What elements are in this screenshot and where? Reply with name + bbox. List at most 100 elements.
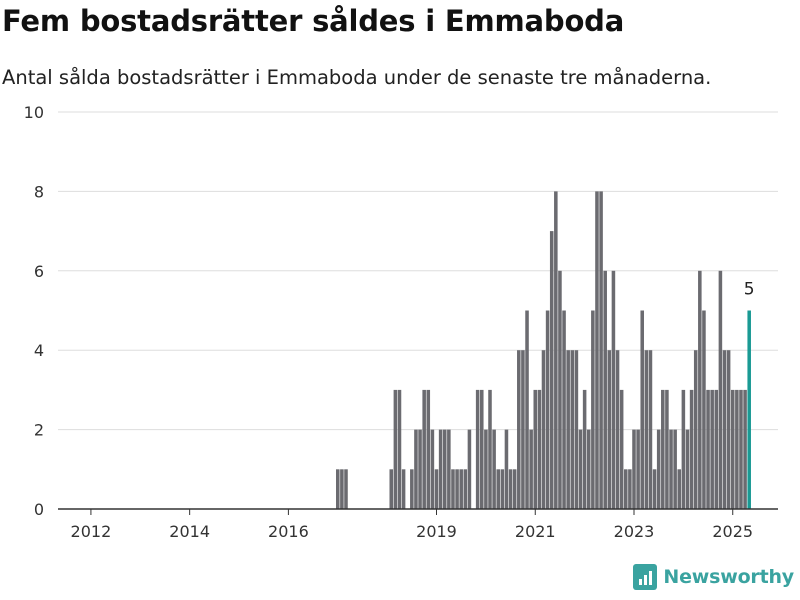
- bar: [500, 469, 505, 509]
- newsworthy-logo-text: Newsworthy: [663, 566, 794, 588]
- bar: [459, 469, 463, 509]
- bar: [517, 350, 521, 509]
- x-tick-label: 2023: [614, 522, 655, 541]
- bar: [710, 389, 714, 509]
- bar: [562, 310, 566, 509]
- bar: [624, 469, 628, 509]
- bar: [582, 389, 587, 509]
- bar: [603, 270, 607, 509]
- x-tick-label: 2019: [416, 522, 457, 541]
- bar: [451, 469, 455, 509]
- bar: [447, 429, 451, 509]
- y-tick-label: 4: [34, 341, 44, 360]
- newsworthy-logo: Newsworthy: [633, 562, 794, 592]
- bar: [722, 350, 727, 509]
- bar: [418, 429, 422, 509]
- bar: [566, 350, 570, 509]
- bar: [607, 350, 612, 509]
- bar: [467, 429, 472, 509]
- bar: [714, 389, 719, 509]
- bar: [636, 429, 640, 509]
- bar: [706, 389, 710, 509]
- bar: [541, 350, 546, 509]
- x-tick-label: 2025: [712, 522, 753, 541]
- x-tick-label: 2014: [169, 522, 210, 541]
- bar: [693, 350, 698, 509]
- bar: [422, 389, 426, 509]
- bar: [393, 389, 398, 509]
- bar: [619, 389, 624, 509]
- bar: [549, 231, 554, 509]
- labels: 5: [744, 280, 755, 300]
- bar: [702, 310, 706, 509]
- bar: [669, 429, 673, 509]
- bar: [475, 389, 480, 509]
- bar-chart: 0 2 4 6 8 10 2012 2014 2016 2019 2021 2023 2025 5: [24, 103, 778, 541]
- bar: [558, 270, 562, 509]
- x-tick-label: 2021: [515, 522, 556, 541]
- bar: [525, 310, 529, 509]
- bar: [677, 469, 682, 509]
- y-tick-label: 6: [34, 262, 44, 281]
- newsworthy-logo-icon: [633, 564, 658, 590]
- highlight-bar: [747, 310, 751, 509]
- bar: [665, 389, 669, 509]
- bar: [336, 469, 340, 509]
- bar: [595, 191, 599, 509]
- bar: [455, 469, 459, 509]
- chart-subtitle: Antal sålda bostadsrätter i Emmaboda und…: [2, 66, 712, 89]
- bar: [648, 350, 653, 509]
- bar: [438, 429, 443, 509]
- bar: [599, 191, 603, 509]
- x-tick-label: 2012: [71, 522, 112, 541]
- bar: [591, 310, 595, 509]
- bar: [480, 389, 484, 509]
- bar: [652, 469, 657, 509]
- x-tick-label: 2016: [268, 522, 309, 541]
- bar: [628, 469, 632, 509]
- y-tick-label: 10: [24, 103, 44, 122]
- bar: [414, 429, 418, 509]
- bar: [492, 429, 496, 509]
- bar: [685, 429, 690, 509]
- bar: [735, 389, 739, 509]
- bar: [689, 389, 694, 509]
- bar: [512, 469, 517, 509]
- bar: [586, 429, 591, 509]
- bar: [632, 429, 636, 509]
- bar: [529, 429, 533, 509]
- chart-title: Fem bostadsrätter såldes i Emmaboda: [2, 4, 625, 38]
- bar: [533, 389, 538, 509]
- bar: [730, 389, 735, 509]
- bar: [442, 429, 447, 509]
- highlight-value-label: 5: [744, 280, 755, 300]
- y-tick-label: 2: [34, 421, 44, 440]
- bar: [389, 469, 394, 509]
- bar: [615, 350, 620, 509]
- bar: [739, 389, 743, 509]
- y-tick-label: 0: [34, 500, 44, 519]
- bar: [521, 350, 525, 509]
- bar: [545, 310, 550, 509]
- bar: [570, 350, 575, 509]
- bar: [484, 429, 488, 509]
- bar: [611, 270, 616, 509]
- bar: [496, 469, 500, 509]
- bar: [426, 389, 431, 509]
- bar: [681, 389, 686, 509]
- axes: 0 2 4 6 8 10 2012 2014 2016 2019 2021 2023 2025: [24, 103, 778, 541]
- bar: [673, 429, 677, 509]
- bar: [574, 350, 579, 509]
- bar: [397, 389, 402, 509]
- bar: [488, 389, 492, 509]
- bar: [340, 469, 344, 509]
- bar: [554, 191, 558, 509]
- bar: [698, 270, 702, 509]
- bar: [640, 310, 644, 509]
- bar: [718, 270, 723, 509]
- bar: [410, 469, 414, 509]
- bar: [434, 469, 439, 509]
- bar: [401, 469, 406, 509]
- bar: [656, 429, 661, 509]
- bar: [726, 350, 731, 509]
